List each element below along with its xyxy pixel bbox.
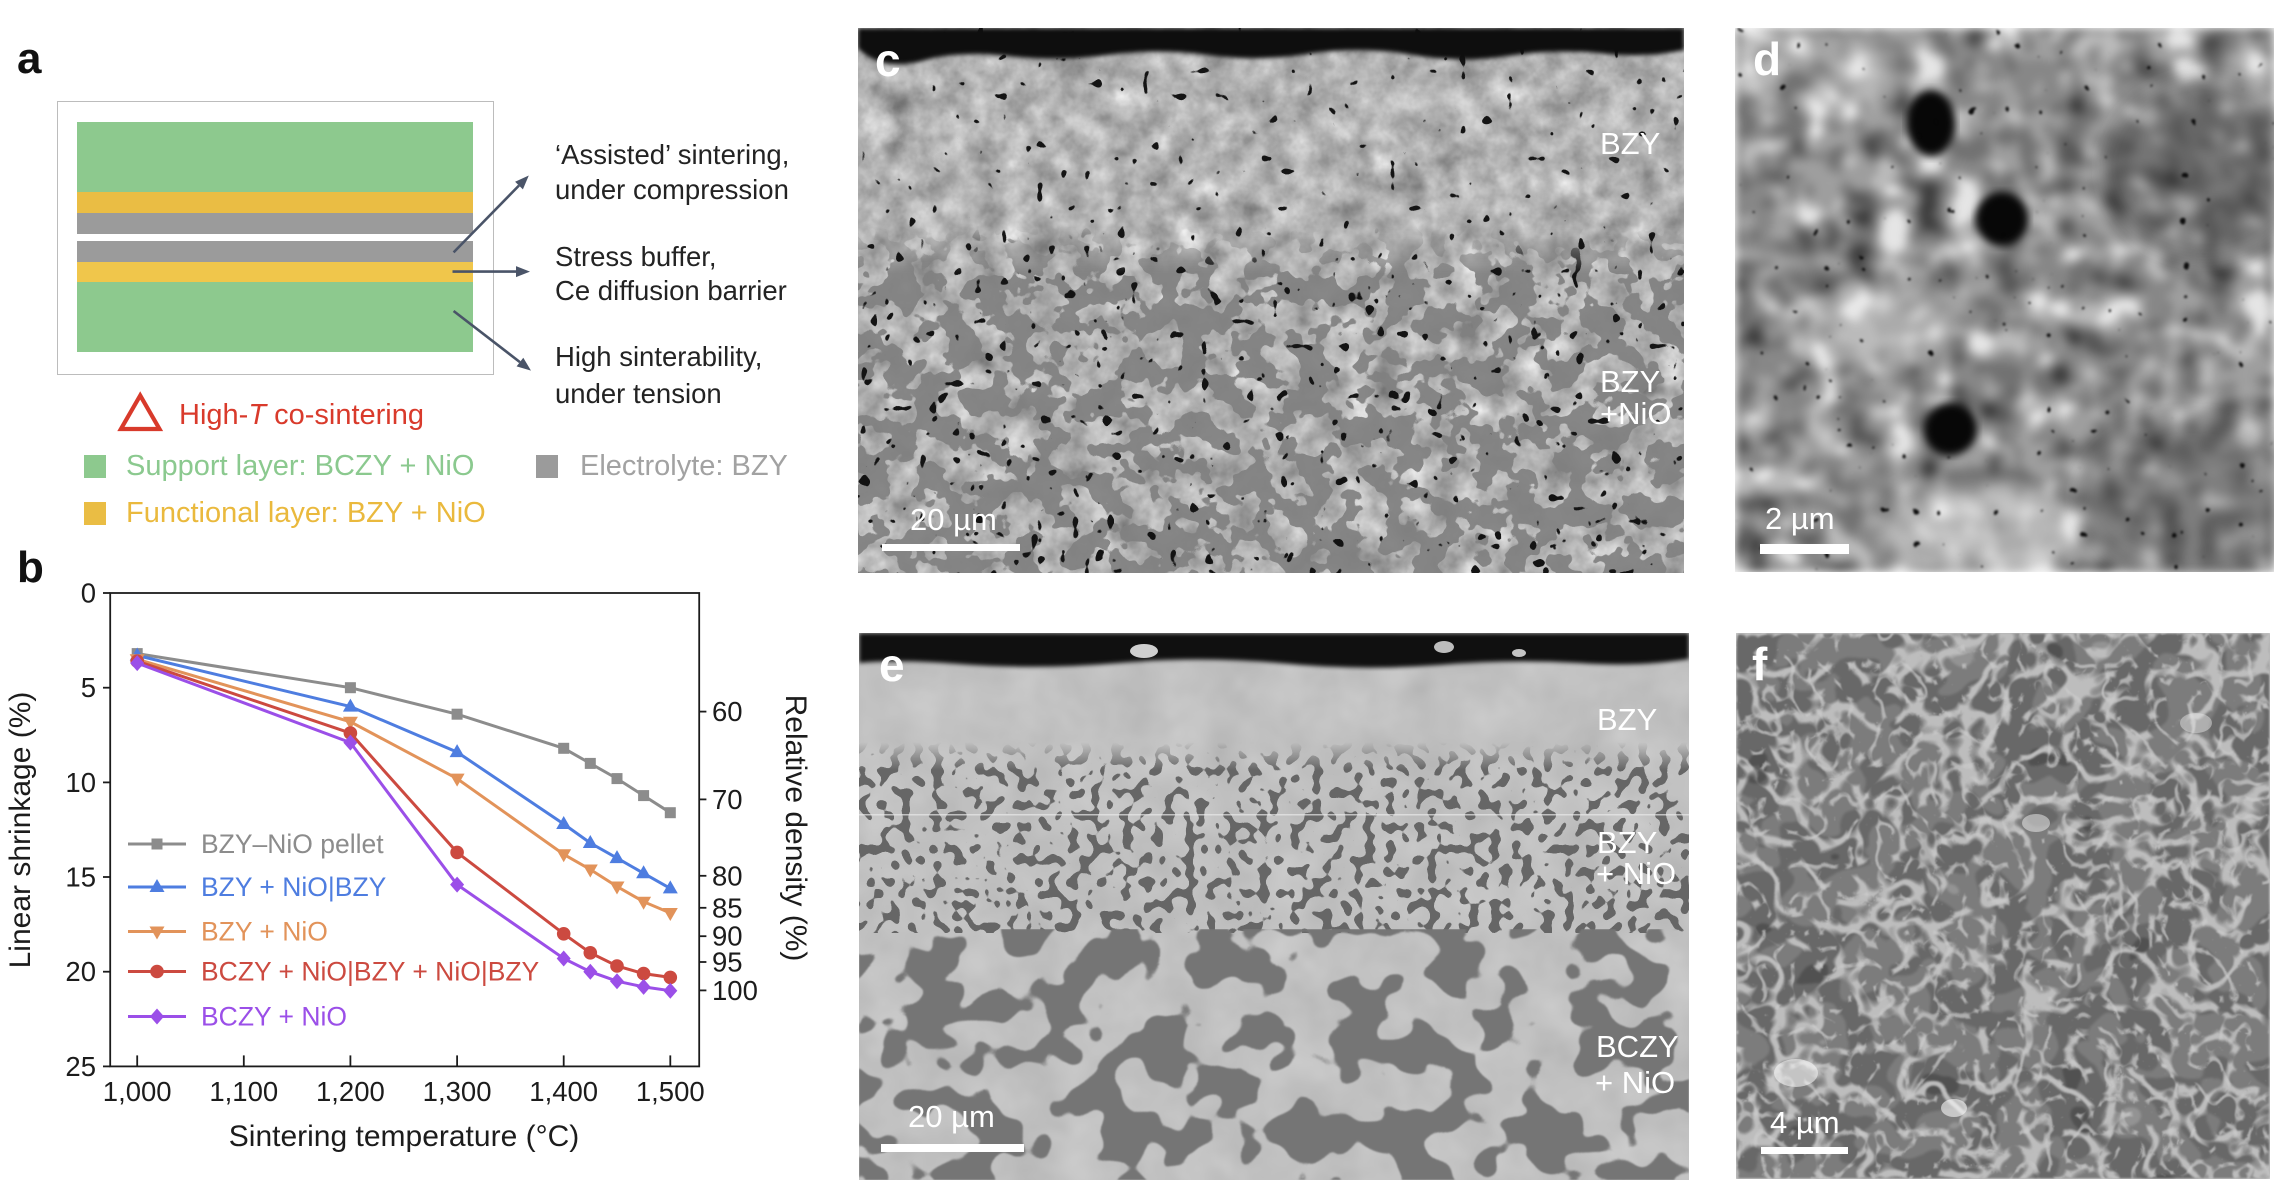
svg-text:20: 20 <box>65 956 96 987</box>
svg-text:95: 95 <box>712 947 743 978</box>
svg-text:BZY–NiO pellet: BZY–NiO pellet <box>201 829 384 859</box>
svg-text:Linear shrinkage (%): Linear shrinkage (%) <box>4 692 37 969</box>
svg-text:25: 25 <box>65 1051 96 1082</box>
svg-text:f: f <box>1752 638 1768 690</box>
svg-text:d: d <box>1753 33 1781 85</box>
svg-text:Sintering temperature (°C): Sintering temperature (°C) <box>229 1120 579 1153</box>
svg-text:85: 85 <box>712 892 743 923</box>
svg-text:1,000: 1,000 <box>103 1076 172 1107</box>
svg-text:90: 90 <box>712 921 743 952</box>
svg-text:1,300: 1,300 <box>423 1076 492 1107</box>
svg-text:60: 60 <box>712 696 743 727</box>
svg-text:1,400: 1,400 <box>529 1076 598 1107</box>
svg-text:BZY + NiO|BZY: BZY + NiO|BZY <box>201 872 387 902</box>
svg-text:BZY: BZY <box>1600 364 1660 399</box>
svg-text:20 µm: 20 µm <box>908 1099 995 1134</box>
svg-text:Relative density (%): Relative density (%) <box>779 695 812 962</box>
svg-text:4 µm: 4 µm <box>1770 1105 1840 1140</box>
svg-text:10: 10 <box>65 767 96 798</box>
svg-text:15: 15 <box>65 862 96 893</box>
svg-text:BZY: BZY <box>1597 702 1657 737</box>
svg-text:+NiO: +NiO <box>1600 396 1672 431</box>
svg-text:BCZY + NiO|BZY + NiO|BZY: BCZY + NiO|BZY + NiO|BZY <box>201 957 540 987</box>
svg-text:+ NiO: + NiO <box>1596 856 1676 891</box>
svg-text:1,500: 1,500 <box>636 1076 705 1107</box>
svg-text:1,200: 1,200 <box>316 1076 385 1107</box>
svg-text:BZY: BZY <box>1600 126 1660 161</box>
svg-text:1,100: 1,100 <box>209 1076 278 1107</box>
svg-text:80: 80 <box>712 860 743 891</box>
svg-text:5: 5 <box>81 672 96 703</box>
svg-text:BZY + NiO: BZY + NiO <box>201 917 328 947</box>
svg-text:BCZY + NiO: BCZY + NiO <box>201 1002 347 1032</box>
svg-text:20 µm: 20 µm <box>910 502 997 537</box>
svg-text:70: 70 <box>712 784 743 815</box>
svg-text:BCZY: BCZY <box>1596 1029 1679 1064</box>
svg-text:+ NiO: + NiO <box>1595 1065 1675 1100</box>
svg-text:100: 100 <box>712 975 758 1006</box>
svg-text:BZY: BZY <box>1597 825 1657 860</box>
svg-text:0: 0 <box>81 578 96 609</box>
svg-text:e: e <box>879 639 905 691</box>
svg-text:c: c <box>875 34 901 86</box>
svg-text:2 µm: 2 µm <box>1765 501 1835 536</box>
